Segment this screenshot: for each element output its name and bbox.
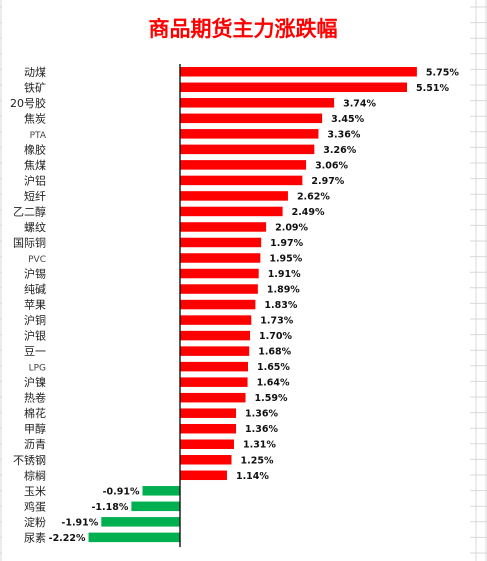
category-label: 苹果 [24,298,46,312]
category-label: 国际铜 [13,235,46,249]
category-label: LPG [29,364,46,374]
chart-title: 商品期货主力涨跌幅 [149,16,338,41]
bar [180,191,288,201]
data-label: 2.09% [275,222,308,233]
bar [180,253,261,263]
data-label: 1.25% [241,455,274,466]
category-label: 豆一 [24,345,46,358]
category-label: 淀粉 [24,515,46,529]
category-label: 螺纹 [24,220,46,234]
bar [180,470,227,481]
category-label: 热卷 [24,391,46,405]
bar [180,222,267,232]
bar [180,113,323,124]
category-label: 动煤 [24,66,46,79]
bar [180,330,251,341]
data-label: 1.65% [257,362,290,373]
category-label: 玉米 [24,485,46,498]
data-label: 1.70% [259,331,292,342]
category-label: 棕榈 [24,468,46,482]
data-label: 3.74% [343,98,376,109]
category-label: 纯碱 [24,283,46,296]
bar [180,392,246,403]
bar [180,268,259,279]
category-label: 20号胶 [10,96,46,110]
bar [142,486,180,496]
data-label: 2.49% [292,207,325,218]
data-label: 3.26% [323,145,356,156]
bar [180,175,303,186]
bar [180,361,248,372]
category-label: 鸡蛋 [24,499,46,513]
bar [180,284,258,294]
category-label: 橡胶 [24,142,46,156]
bar-series: 动煤 5.75% 铁矿 5.51% 20号胶 3.74% 焦炭 3.45% PTA 3.36% 橡胶… [10,66,459,545]
category-label: 焦炭 [24,112,46,125]
bar [180,346,250,356]
category-label: 不锈钢 [13,454,46,467]
data-label: 1.36% [245,409,278,420]
category-label: 沪铝 [24,173,46,187]
bar [180,144,315,155]
bar [180,455,232,465]
data-label: 3.45% [331,114,364,125]
data-label: 1.68% [258,347,291,358]
data-label: 5.51% [416,83,449,94]
category-label: PVC [28,255,46,265]
data-label: 1.95% [269,254,302,265]
data-label: 1.83% [264,300,297,311]
bar [180,315,252,325]
bar [180,98,335,108]
data-label: -2.22% [49,533,86,544]
bar [180,129,319,139]
data-label: 1.64% [257,378,290,389]
data-label: 1.59% [255,393,288,404]
data-label: 1.89% [267,285,300,296]
data-label: 2.62% [297,191,330,202]
data-label: 1.97% [270,238,303,249]
data-label: 1.31% [243,440,276,451]
bar [180,439,234,449]
category-label: 铁矿 [24,81,46,94]
bar [180,206,283,217]
bar [180,160,307,170]
category-label: 乙二醇 [13,204,46,218]
data-label: 3.06% [315,160,348,171]
category-label: 短纤 [24,189,46,203]
category-label: 甲醇 [24,422,46,436]
data-label: 1.36% [245,424,278,435]
bar [180,237,262,248]
bar [180,408,237,418]
bar [101,517,180,527]
bar [88,532,180,543]
category-label: 沪锡 [24,267,46,281]
bar [180,82,408,93]
data-label: -1.91% [61,517,98,528]
data-label: 1.14% [236,471,269,482]
data-label: 2.97% [311,176,344,187]
data-label: 1.91% [268,269,301,280]
category-label: 沪镍 [24,375,46,389]
category-label: 棉花 [24,406,46,420]
data-label: 3.36% [327,129,360,140]
category-label: 焦煤 [24,159,46,172]
data-label: 1.73% [260,316,293,327]
data-label: 5.75% [426,67,459,78]
category-label: 沪银 [24,329,46,343]
data-label: -0.91% [103,486,140,497]
category-label: 尿素 [24,531,46,544]
bar [180,67,417,77]
data-label: -1.18% [91,502,128,513]
category-label: PTA [30,131,47,141]
bar [131,501,180,512]
bar [180,299,256,310]
bar [180,423,237,434]
category-label: 沥青 [24,438,46,451]
bar [180,377,248,387]
category-label: 沪铜 [24,313,46,327]
